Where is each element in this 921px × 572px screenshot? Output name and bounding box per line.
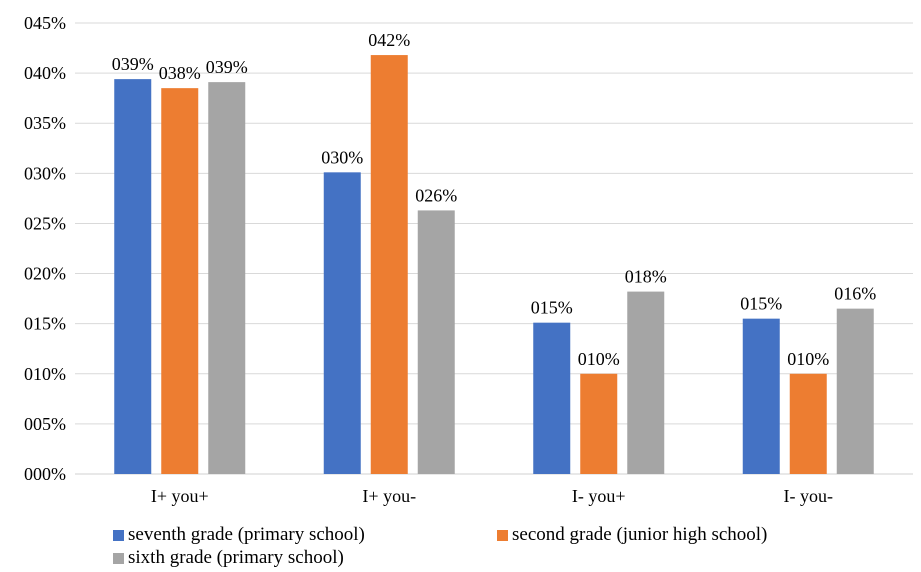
bar <box>370 55 408 475</box>
x-tick-label: I+ you+ <box>151 486 209 506</box>
data-label: 015% <box>531 298 573 318</box>
y-tick-label: 040% <box>24 63 66 83</box>
bar <box>789 373 827 474</box>
data-label: 010% <box>578 349 620 369</box>
legend-label: second grade (junior high school) <box>512 524 768 545</box>
legend-item-second-grade: second grade (junior high school) <box>497 524 767 546</box>
y-tick-label: 045% <box>24 13 66 33</box>
y-axis: 000% 005% 010% 015% 020% 025% 030% 035% 040% 045% <box>24 13 66 484</box>
data-label: 038% <box>159 63 201 83</box>
y-tick-label: 015% <box>24 314 66 334</box>
data-label: 030% <box>321 147 363 167</box>
data-label: 016% <box>834 284 876 304</box>
y-tick-label: 030% <box>24 163 66 183</box>
gridlines <box>75 22 913 475</box>
x-tick-label: I- you- <box>784 486 833 506</box>
data-labels: 039% 038% 039% 030% 042% 026% 015% 010% 018% 015%… <box>112 30 877 369</box>
bar <box>208 82 246 475</box>
bar <box>836 308 874 474</box>
bar <box>161 88 199 475</box>
y-tick-label: 035% <box>24 113 66 133</box>
x-tick-label: I- you+ <box>572 486 626 506</box>
x-axis: I+ you+ I+ you- I- you+ I- you- <box>151 486 833 506</box>
data-label: 015% <box>740 294 782 314</box>
bar <box>417 210 455 474</box>
bar <box>627 291 665 474</box>
legend-swatch <box>113 552 124 564</box>
data-label: 039% <box>112 54 154 74</box>
y-tick-label: 010% <box>24 364 66 384</box>
legend-swatch <box>497 529 508 541</box>
y-tick-label: 025% <box>24 213 66 233</box>
legend-item-sixth-grade: sixth grade (primary school) <box>113 547 344 569</box>
legend-label: sixth grade (primary school) <box>128 547 344 568</box>
y-tick-label: 020% <box>24 264 66 284</box>
bars <box>114 55 874 475</box>
bar <box>580 373 618 474</box>
bar <box>323 172 361 474</box>
legend-item-seventh-grade: seventh grade (primary school) <box>113 524 365 546</box>
x-tick-label: I+ you- <box>362 486 416 506</box>
data-label: 042% <box>368 30 410 50</box>
data-label: 026% <box>415 185 457 205</box>
data-label: 010% <box>787 349 829 369</box>
data-label: 039% <box>206 57 248 77</box>
data-label: 018% <box>625 267 667 287</box>
y-tick-label: 005% <box>24 414 66 434</box>
bar <box>114 79 152 474</box>
bar <box>742 318 780 474</box>
y-tick-label: 000% <box>24 464 66 484</box>
legend-label: seventh grade (primary school) <box>128 524 365 545</box>
legend-swatch <box>113 529 124 541</box>
bar-chart: 000% 005% 010% 015% 020% 025% 030% 035% 040% 045%… <box>24 13 913 506</box>
bar <box>533 322 571 474</box>
